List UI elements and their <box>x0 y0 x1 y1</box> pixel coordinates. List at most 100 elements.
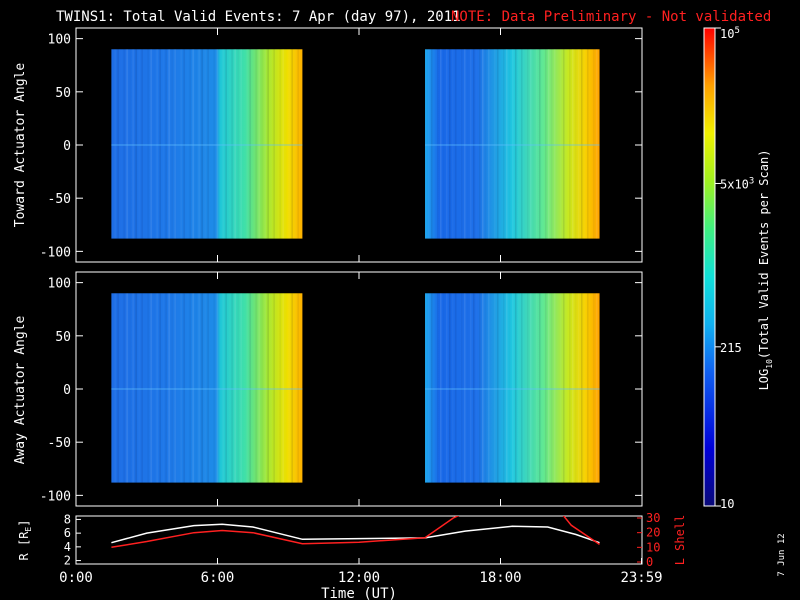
heatmap-stripe <box>213 293 215 483</box>
heatmap-stripe <box>252 293 254 482</box>
heatmap-stripe <box>527 49 529 239</box>
y-tick-label-right: 0 <box>646 555 653 569</box>
heatmap-stripe <box>204 49 206 238</box>
heatmap-stripe <box>141 49 143 239</box>
heatmap-stripe <box>578 49 580 239</box>
ylabel-lshell: L Shell <box>673 515 687 566</box>
preliminary-note: NOTE: Data Preliminary - Not validated <box>451 9 771 25</box>
heatmap-stripe <box>473 293 475 483</box>
heatmap-stripe <box>264 49 266 239</box>
heatmap-stripe <box>174 293 176 483</box>
heatmap-stripe <box>572 49 574 239</box>
y-tick-label: 6 <box>64 526 71 540</box>
heatmap-stripe <box>464 49 466 239</box>
heatmap-stripe <box>482 49 484 239</box>
heatmap-stripe <box>542 49 544 238</box>
heatmap-stripe <box>536 49 538 239</box>
heatmap-stripe <box>150 49 152 239</box>
heatmap-stripe <box>461 49 463 239</box>
heatmap-stripe <box>548 49 550 239</box>
heatmap-stripe <box>222 49 224 239</box>
heatmap-stripe <box>497 49 499 239</box>
heatmap-stripe <box>572 293 574 483</box>
heatmap-stripe <box>117 293 119 483</box>
heatmap-stripe <box>545 49 547 239</box>
heatmap-stripe <box>509 49 511 238</box>
x-tick-label: 6:00 <box>201 570 235 586</box>
heatmap-stripe <box>446 293 448 483</box>
heatmap-stripe <box>231 293 233 483</box>
heatmap-stripe <box>159 293 161 483</box>
heatmap-stripe <box>428 293 430 483</box>
colorbar: 10 215 5x103 105 LOG10(Total Valid Events p… <box>703 26 774 511</box>
heatmap-stripe <box>138 49 140 238</box>
heatmap-stripe <box>279 293 281 483</box>
heatmap-stripe <box>294 293 296 482</box>
heatmap-stripe <box>234 49 236 239</box>
heatmap-stripe <box>180 293 182 483</box>
heatmap-stripe <box>530 293 532 483</box>
heatmap-stripe <box>449 293 451 483</box>
heatmap-stripe <box>434 49 436 238</box>
heatmap-stripe <box>587 293 589 483</box>
heatmap-block <box>425 49 600 239</box>
heatmap-blocks-middle <box>111 293 600 483</box>
heatmap-stripe <box>560 293 562 483</box>
heatmap-stripe <box>294 49 296 238</box>
heatmap-stripe <box>270 49 272 238</box>
heatmap-stripe <box>171 293 173 482</box>
heatmap-stripe <box>237 293 239 482</box>
heatmap-block <box>111 49 303 239</box>
heatmap-stripe <box>467 49 469 238</box>
heatmap-stripe <box>434 293 436 482</box>
heatmap-stripe <box>120 293 122 482</box>
heatmap-stripe <box>521 293 523 483</box>
heatmap-stripe <box>518 293 520 482</box>
heatmap-stripe <box>584 49 586 238</box>
heatmap-stripe <box>114 49 116 239</box>
heatmap-stripe <box>515 293 517 483</box>
heatmap-stripe <box>488 49 490 239</box>
heatmap-stripe <box>452 49 454 238</box>
heatmap-stripe <box>431 49 433 239</box>
heatmap-stripe <box>147 293 149 483</box>
y-tick-label: -100 <box>40 245 71 260</box>
heatmap-stripe <box>192 293 194 483</box>
panel-frame-bottom <box>75 515 643 565</box>
x-ticks-bottom: 0:00 6:00 12:00 18:00 23:59 <box>59 558 663 586</box>
heatmap-stripe <box>452 293 454 482</box>
heatmap-stripe <box>117 49 119 239</box>
heatmap-stripe <box>156 49 158 239</box>
heatmap-stripe <box>201 293 203 483</box>
heatmap-stripe <box>267 49 269 239</box>
heatmap-stripe <box>222 293 224 483</box>
heatmap-stripe <box>473 49 475 239</box>
y-tick-label-right: 30 <box>646 511 660 525</box>
heatmap-stripe <box>198 49 200 239</box>
heatmap-stripe <box>515 49 517 239</box>
y-tick-label: -50 <box>48 436 71 451</box>
heatmap-stripe <box>455 49 457 239</box>
chart-title: TWINS1: Total Valid Events: 7 Apr (day 9… <box>56 9 461 25</box>
heatmap-stripe <box>252 49 254 238</box>
heatmap-stripe <box>180 49 182 239</box>
y-tick-label-right: 10 <box>646 540 660 554</box>
heatmap-stripe <box>509 293 511 482</box>
heatmap-stripe <box>500 49 502 238</box>
heatmap-block <box>425 293 600 483</box>
heatmap-stripe <box>485 49 487 238</box>
heatmap-stripe <box>497 293 499 483</box>
heatmap-stripe <box>587 49 589 239</box>
heatmap-stripe <box>530 49 532 239</box>
heatmap-stripe <box>147 49 149 239</box>
heatmap-stripe <box>246 293 248 483</box>
heatmap-stripe <box>461 293 463 483</box>
heatmap-stripe <box>285 49 287 238</box>
heatmap-stripe <box>114 293 116 483</box>
heatmap-stripe <box>132 293 134 483</box>
heatmap-stripe <box>135 49 137 239</box>
heatmap-stripe <box>195 293 197 482</box>
heatmap-stripe <box>240 49 242 239</box>
heatmap-stripe <box>563 293 565 483</box>
heatmap-stripe <box>455 293 457 483</box>
